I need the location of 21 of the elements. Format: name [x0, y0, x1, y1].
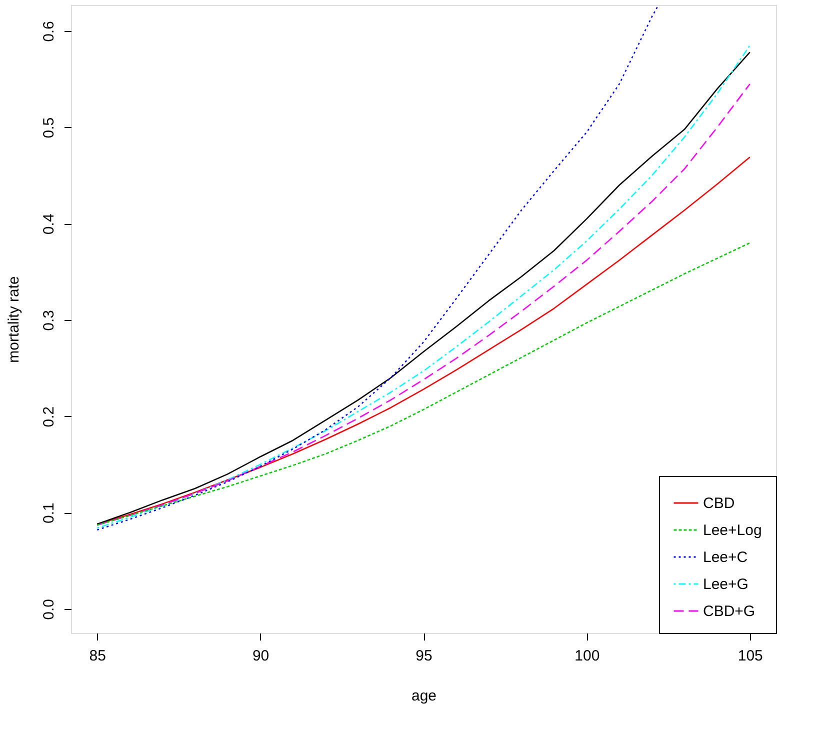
x-tick-label: 100 — [574, 648, 600, 664]
legend-label: Lee+G — [703, 576, 748, 593]
x-tick-label: 95 — [416, 648, 432, 664]
x-tick-label: 85 — [89, 648, 106, 664]
line-series — [96, 5, 660, 531]
line-series — [96, 242, 751, 526]
x-tick-label: 105 — [738, 648, 763, 664]
y-tick-label: 0.6 — [40, 21, 58, 42]
legend-label: CBD+G — [703, 603, 756, 620]
legend-label: CBD — [703, 495, 735, 512]
y-tick-label: 0.5 — [40, 117, 58, 138]
y-tick-label: 0.3 — [40, 310, 58, 331]
y-tick-label: 0.1 — [40, 502, 58, 524]
legend-label: Lee+Log — [703, 522, 762, 539]
y-tick-label: 0.0 — [40, 598, 58, 620]
legend-label: Lee+C — [703, 549, 748, 566]
y-tick-label: 0.4 — [40, 214, 58, 235]
x-axis-title: age — [411, 688, 437, 704]
y-axis-title: mortality rate — [6, 276, 22, 363]
x-tick-label: 90 — [252, 648, 270, 664]
y-tick-label: 0.2 — [40, 406, 58, 428]
